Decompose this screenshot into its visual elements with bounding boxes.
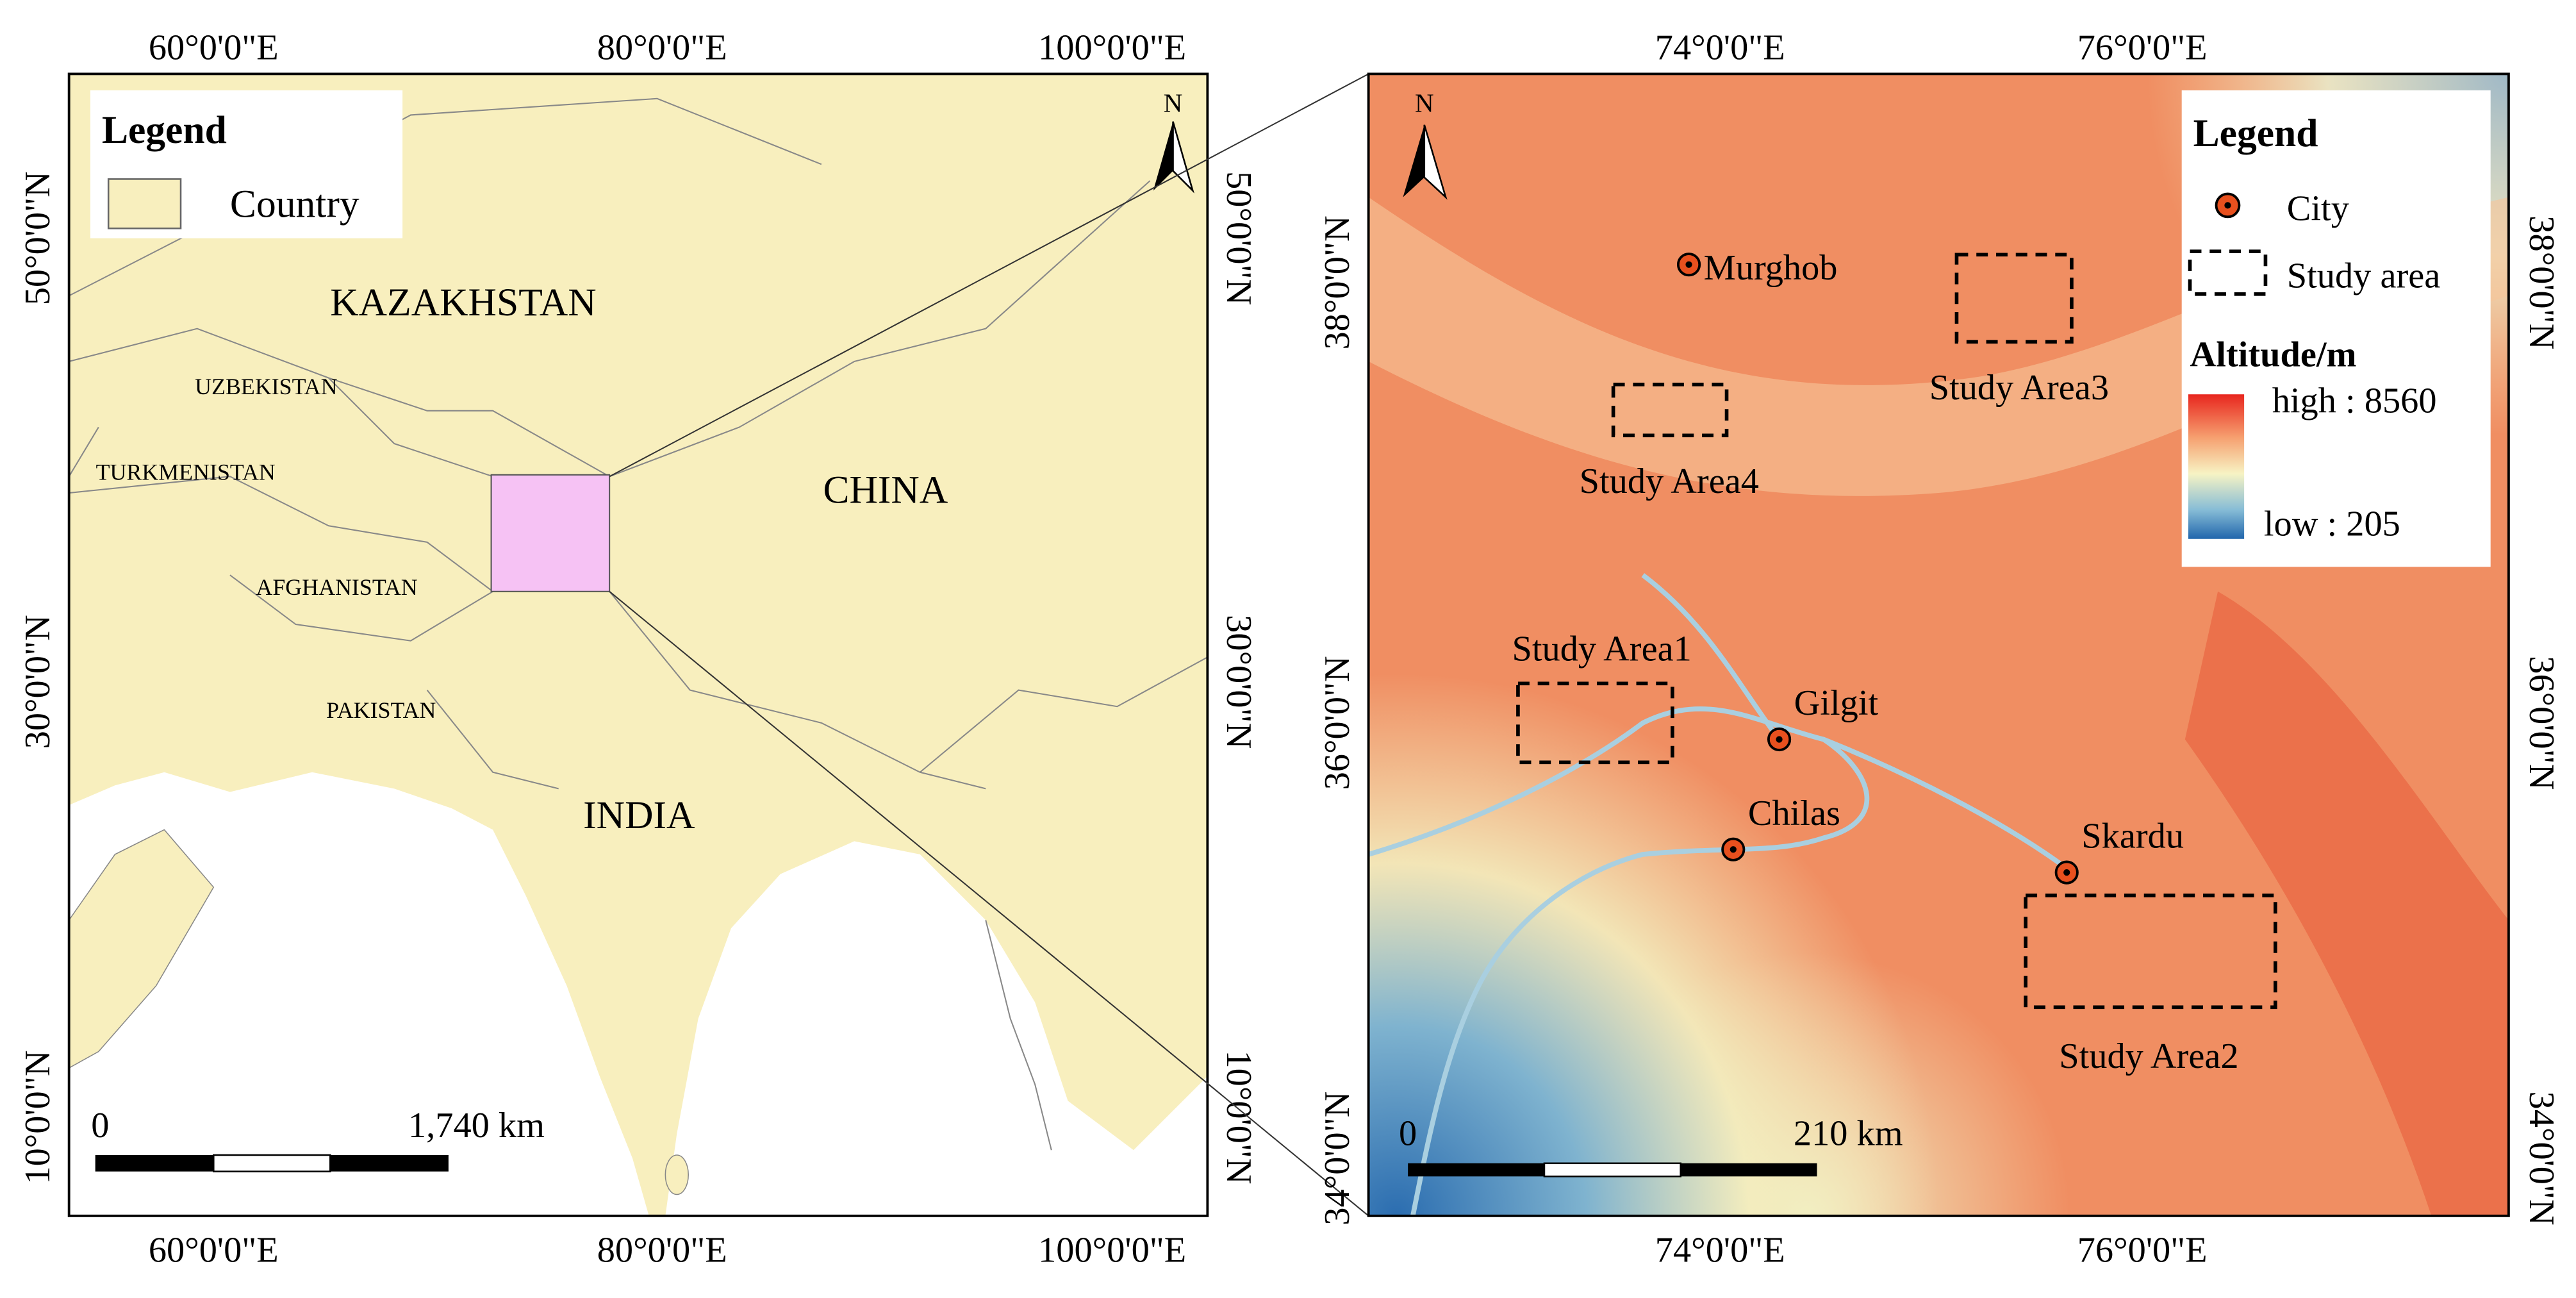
scale-bar — [95, 1154, 214, 1172]
lon-label: 76°0'0"E — [2077, 28, 2208, 67]
scale-bar — [1408, 1163, 1544, 1177]
country-label: KAZAKHSTAN — [330, 281, 596, 324]
legend-title: Legend — [2193, 112, 2318, 155]
country-label: INDIA — [583, 794, 695, 837]
country-label: CHINA — [823, 468, 948, 512]
lon-label: 74°0'0"E — [1655, 28, 1785, 67]
north-arrow — [1423, 124, 1448, 200]
legend-city-dot — [2224, 202, 2231, 209]
study-region-box — [490, 474, 611, 592]
lat-label: 38°0'0"N — [1317, 215, 1357, 349]
lon-label: 100°0'0"E — [1038, 1231, 1186, 1270]
city-label: Gilgit — [1794, 683, 1879, 723]
scale-bar — [1680, 1163, 1817, 1177]
ocean — [665, 841, 1208, 1216]
country-label: AFGHANISTAN — [256, 574, 417, 600]
north-arrow — [1153, 121, 1173, 191]
lat-label: 10°0'0"N — [18, 1050, 58, 1184]
study-area-box — [1611, 382, 1729, 438]
frame — [1367, 72, 2510, 1217]
study-area-label: Study Area2 — [2059, 1036, 2238, 1076]
river — [1368, 573, 2072, 1216]
lat-label: 30°0'0"N — [18, 615, 58, 749]
north-label: N — [1415, 88, 1434, 117]
study-area-label: Study Area4 — [1580, 462, 1759, 501]
lat-label: 36°0'0"N — [2522, 656, 2561, 790]
city-label: Chilas — [1748, 794, 1840, 833]
lon-label: 80°0'0"E — [597, 1231, 727, 1270]
city-dot — [1776, 736, 1783, 743]
legend-subtitle: Altitude/m — [2190, 335, 2357, 375]
legend-item: Study area — [2287, 256, 2441, 296]
lon-label: 80°0'0"E — [597, 28, 727, 67]
scale-bar — [330, 1154, 449, 1172]
north-arrow — [1403, 124, 1424, 197]
lon-label: 76°0'0"E — [2077, 1231, 2208, 1270]
study-area-box — [1954, 253, 2074, 344]
lat-label: 36°0'0"N — [1317, 656, 1357, 790]
lon-label: 60°0'0"E — [149, 1231, 279, 1270]
sri-lanka — [665, 1154, 689, 1195]
scale-bar — [213, 1154, 331, 1172]
lat-label: 10°0'0"N — [1219, 1050, 1259, 1184]
city-dot — [1730, 846, 1737, 853]
scale-bar — [1543, 1162, 1682, 1177]
scale-label: 1,740 km — [408, 1106, 545, 1145]
lat-label: 38°0'0"N — [2522, 215, 2561, 349]
ramp-label: low : 205 — [2264, 504, 2400, 544]
country-label: UZBEKISTAN — [195, 374, 337, 399]
borders — [69, 97, 1208, 790]
study-area-box — [2024, 894, 2277, 1010]
zoom-line — [609, 590, 1369, 1217]
scale-label: 0 — [1399, 1114, 1417, 1154]
country-label: PAKISTAN — [326, 697, 436, 723]
lat-label: 50°0'0"N — [18, 171, 58, 305]
study-area-label: Study Area3 — [1929, 368, 2109, 408]
country-label: TURKMENISTAN — [96, 459, 276, 485]
frame — [67, 72, 1209, 1217]
lon-label: 74°0'0"E — [1655, 1231, 1785, 1270]
legend-swatch — [107, 178, 182, 229]
lat-label: 50°0'0"N — [1219, 171, 1259, 305]
altitude-ramp — [2188, 394, 2245, 539]
city-dot — [1685, 261, 1692, 268]
lon-label: 100°0'0"E — [1038, 28, 1186, 67]
lat-label: 34°0'0"N — [2522, 1092, 2561, 1226]
lat-label: 30°0'0"N — [1219, 615, 1259, 749]
study-area-label: Study Area1 — [1512, 629, 1692, 669]
overview-map — [69, 74, 1208, 1216]
zoom-line — [609, 73, 1369, 478]
north-arrow — [1172, 121, 1194, 194]
legend-title: Legend — [102, 108, 227, 152]
scale-label: 210 km — [1794, 1114, 1903, 1154]
lon-label: 60°0'0"E — [149, 28, 279, 67]
city-label: Skardu — [2081, 817, 2184, 856]
scale-label: 0 — [91, 1106, 109, 1145]
arabia — [69, 829, 215, 1069]
peninsula — [985, 920, 1052, 1151]
lat-label: 34°0'0"N — [1317, 1092, 1357, 1226]
coastline — [69, 426, 657, 1216]
city-dot — [2063, 869, 2070, 876]
legend-item: Country — [230, 182, 359, 226]
city-label: Murghob — [1704, 248, 1838, 288]
ocean — [69, 772, 649, 1216]
ramp-label: high : 8560 — [2272, 381, 2437, 420]
north-label: N — [1164, 88, 1183, 117]
legend-item: City — [2287, 188, 2349, 228]
